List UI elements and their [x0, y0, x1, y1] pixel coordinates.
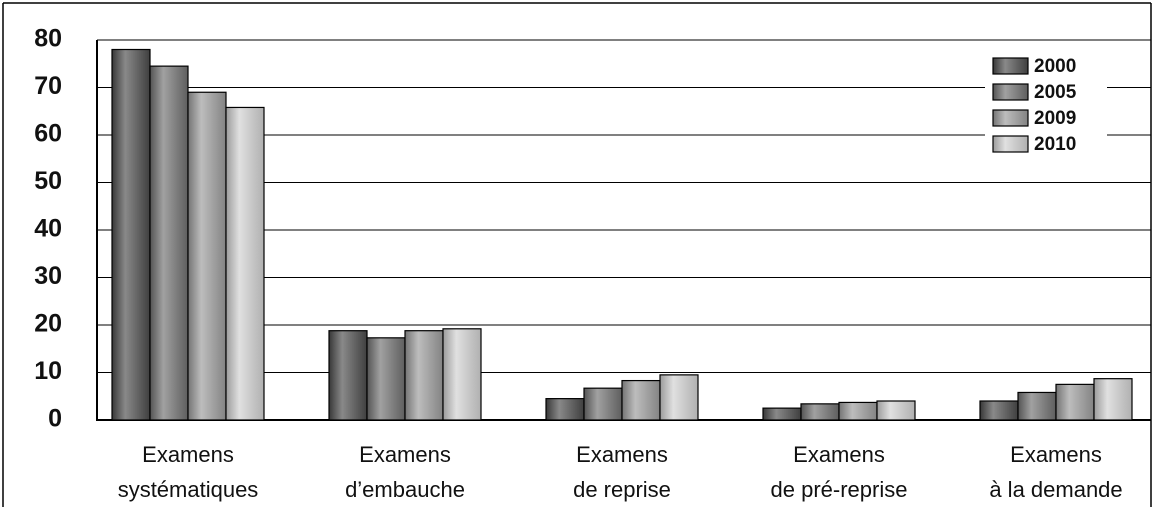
bar — [876, 400, 916, 421]
bar — [800, 403, 840, 421]
y-tick-label: 0 — [48, 405, 62, 433]
bar — [583, 387, 623, 421]
x-tick-label: d’embauche — [345, 477, 465, 502]
x-tick-label: systématiques — [118, 477, 259, 502]
legend-swatch — [992, 109, 1029, 127]
bar — [1017, 391, 1057, 421]
legend-label: 2009 — [1034, 108, 1076, 129]
bar — [545, 398, 585, 421]
x-tick-label: Examens — [576, 442, 668, 467]
x-tick-label: à la demande — [989, 477, 1122, 502]
bar — [111, 48, 151, 421]
y-tick-label: 70 — [34, 72, 62, 100]
bar — [979, 400, 1019, 421]
y-tick-label: 20 — [34, 310, 62, 338]
bar — [838, 401, 878, 421]
x-tick-label: Examens — [359, 442, 451, 467]
legend-swatch — [992, 83, 1029, 101]
y-tick-label: 40 — [34, 215, 62, 243]
x-tick-label: Examens — [793, 442, 885, 467]
bar — [659, 374, 699, 421]
bar — [149, 65, 189, 421]
bar — [187, 91, 227, 421]
x-tick-label: Examens — [142, 442, 234, 467]
y-tick-label: 60 — [34, 120, 62, 148]
y-tick-label: 80 — [34, 25, 62, 53]
legend-label: 2010 — [1034, 134, 1076, 155]
x-tick-label: Examens — [1010, 442, 1102, 467]
legend-swatch — [992, 57, 1029, 75]
bar — [1055, 383, 1095, 421]
bar — [1093, 378, 1133, 421]
bar — [366, 337, 406, 421]
y-tick-label: 30 — [34, 262, 62, 290]
bar — [762, 407, 802, 421]
bar — [442, 328, 482, 421]
legend-swatch — [992, 135, 1029, 153]
bar — [621, 379, 661, 421]
y-tick-label: 10 — [34, 357, 62, 385]
x-tick-label: de reprise — [573, 477, 671, 502]
legend-label: 2000 — [1034, 56, 1076, 77]
bar — [404, 330, 444, 421]
x-tick-label: de pré-reprise — [771, 477, 908, 502]
legend-label: 2005 — [1034, 82, 1077, 103]
y-tick-label: 50 — [34, 167, 62, 195]
bar — [225, 106, 265, 421]
bar — [328, 330, 368, 421]
